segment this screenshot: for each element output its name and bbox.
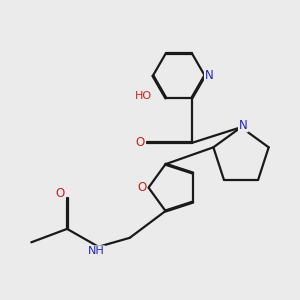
Text: O: O	[136, 136, 145, 149]
Text: NH: NH	[88, 246, 105, 256]
Text: O: O	[137, 181, 146, 194]
Text: O: O	[56, 187, 65, 200]
Text: N: N	[205, 69, 214, 82]
Text: HO: HO	[135, 91, 152, 101]
Text: N: N	[239, 118, 248, 131]
